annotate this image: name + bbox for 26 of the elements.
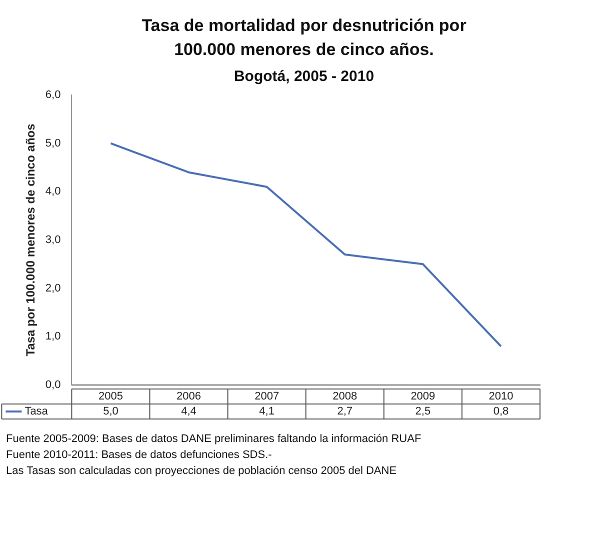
data-label: 2,7 (337, 406, 353, 418)
x-tick-label: 2010 (488, 390, 514, 403)
x-tick-label: 2006 (176, 390, 202, 403)
y-tick-label: 3,0 (45, 234, 61, 246)
source-note: Fuente 2005-2009: Bases de datos DANE preliminares faltando la información RUAF (6, 432, 422, 447)
x-tick-label: 2005 (98, 390, 123, 403)
y-tick-label: 1,0 (45, 330, 61, 343)
data-label: 4,4 (181, 406, 196, 418)
x-tick-label: 2007 (254, 390, 280, 403)
data-label: 4,1 (259, 406, 274, 418)
y-tick-label: 6,0 (45, 89, 61, 102)
y-axis-title: Tasa por 100.000 menores de cinco años (24, 123, 38, 356)
legend-label: Tasa (24, 406, 49, 418)
x-tick-label: 2008 (332, 390, 358, 403)
x-tick-label: 2009 (410, 390, 436, 403)
source-note: Fuente 2010-2011: Bases de datos defunciones SDS.- (6, 448, 273, 463)
data-label: 0,8 (493, 406, 509, 418)
y-tick-label: 0,0 (45, 379, 61, 392)
chart-title: Tasa de mortalidad por desnutrición por 100.000 menores de cinco años. (140, 15, 468, 61)
chart-subtitle: Bogotá, 2005 - 2010 (232, 68, 376, 85)
y-tick-label: 2,0 (45, 282, 61, 294)
y-tick-label: 4,0 (45, 186, 61, 198)
text: Las Tasas son calculadas con proyecciones de población censo 2005 del DANE (6, 464, 398, 479)
data-label: 5,0 (103, 406, 118, 418)
data-label: 2,5 (415, 406, 431, 418)
y-tick-label: 5,0 (45, 137, 61, 150)
